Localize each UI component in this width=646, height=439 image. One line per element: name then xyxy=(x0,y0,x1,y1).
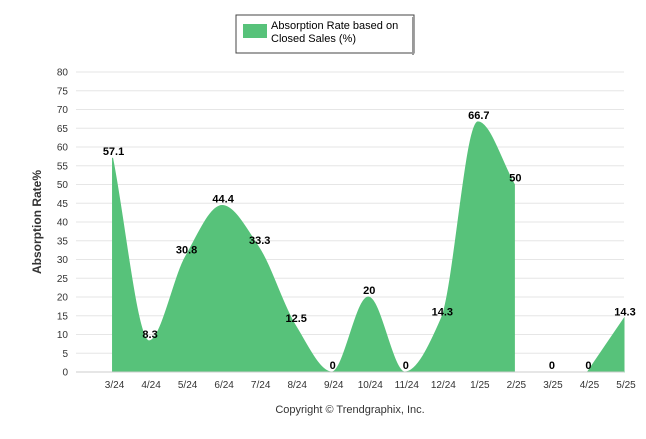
y-tick-label: 30 xyxy=(57,255,69,266)
y-tick-label: 55 xyxy=(57,161,69,172)
y-tick-label: 35 xyxy=(57,236,69,247)
legend-swatch xyxy=(243,24,267,38)
data-label: 14.3 xyxy=(432,306,453,318)
legend-label-line-1: Absorption Rate based on xyxy=(271,20,398,32)
x-tick-label: 12/24 xyxy=(431,380,456,391)
data-label: 57.1 xyxy=(103,146,124,158)
series-area-segment xyxy=(112,121,515,373)
legend-label-line-2: Closed Sales (%) xyxy=(271,33,356,45)
y-tick-label: 75 xyxy=(57,86,69,97)
y-tick-label: 0 xyxy=(62,368,68,379)
data-label: 14.3 xyxy=(614,306,635,318)
y-tick-label: 65 xyxy=(57,124,69,135)
x-tick-label: 11/24 xyxy=(395,380,420,391)
data-label: 0 xyxy=(403,360,409,372)
y-tick-label: 5 xyxy=(62,349,68,360)
x-tick-label: 5/24 xyxy=(178,380,198,391)
y-tick-label: 20 xyxy=(57,293,69,304)
x-tick-label: 6/24 xyxy=(214,380,234,391)
y-tick-label: 45 xyxy=(57,199,69,210)
y-axis-title: Absorption Rate% xyxy=(30,170,44,274)
y-tick-label: 50 xyxy=(57,180,69,191)
data-label: 8.3 xyxy=(142,329,157,341)
x-tick-label: 9/24 xyxy=(324,380,344,391)
series-area-segment xyxy=(586,316,625,373)
y-tick-label: 10 xyxy=(57,330,69,341)
axes: 0 5 10 15 20 25 30 35 40 45 50 55 60 65 70 75 80 3/24 4/24… xyxy=(57,68,636,392)
data-label: 12.5 xyxy=(285,313,306,325)
x-tick-label: 8/24 xyxy=(287,380,307,391)
data-label: 44.4 xyxy=(212,194,234,206)
y-tick-label: 60 xyxy=(57,143,69,154)
y-tick-label: 25 xyxy=(57,274,69,285)
x-tick-label: 5/25 xyxy=(616,380,636,391)
data-label: 66.7 xyxy=(468,110,489,122)
grid xyxy=(76,71,624,373)
x-tick-label: 4/24 xyxy=(141,380,161,391)
data-label: 50 xyxy=(509,173,521,185)
legend-box-shadow xyxy=(412,17,414,55)
x-tick-label: 7/24 xyxy=(251,380,271,391)
series-area xyxy=(112,121,625,373)
data-label: 33.3 xyxy=(249,235,270,247)
data-label: 0 xyxy=(585,360,591,372)
x-tick-label: 2/25 xyxy=(507,380,527,391)
y-tick-label: 15 xyxy=(57,311,69,322)
y-tick-label: 70 xyxy=(57,105,69,116)
y-tick-label: 40 xyxy=(57,218,69,229)
x-tick-label: 3/25 xyxy=(543,380,563,391)
x-tick-label: 1/25 xyxy=(470,380,490,391)
data-label: 0 xyxy=(549,360,555,372)
x-tick-label: 4/25 xyxy=(580,380,600,391)
data-label: 20 xyxy=(363,285,375,297)
legend: Absorption Rate based on Closed Sales (%… xyxy=(235,14,415,55)
data-label: 0 xyxy=(330,360,336,372)
copyright-footer: Copyright © Trendgraphix, Inc. xyxy=(275,404,424,416)
data-labels: 57.1 8.3 30.8 44.4 33.3 12.5 0 20 0 14.3 66.7 50 0 0 1… xyxy=(103,110,636,372)
data-label: 30.8 xyxy=(176,245,197,257)
x-tick-label: 10/24 xyxy=(358,380,383,391)
x-tick-label: 3/24 xyxy=(105,380,125,391)
y-tick-label: 80 xyxy=(57,68,69,79)
